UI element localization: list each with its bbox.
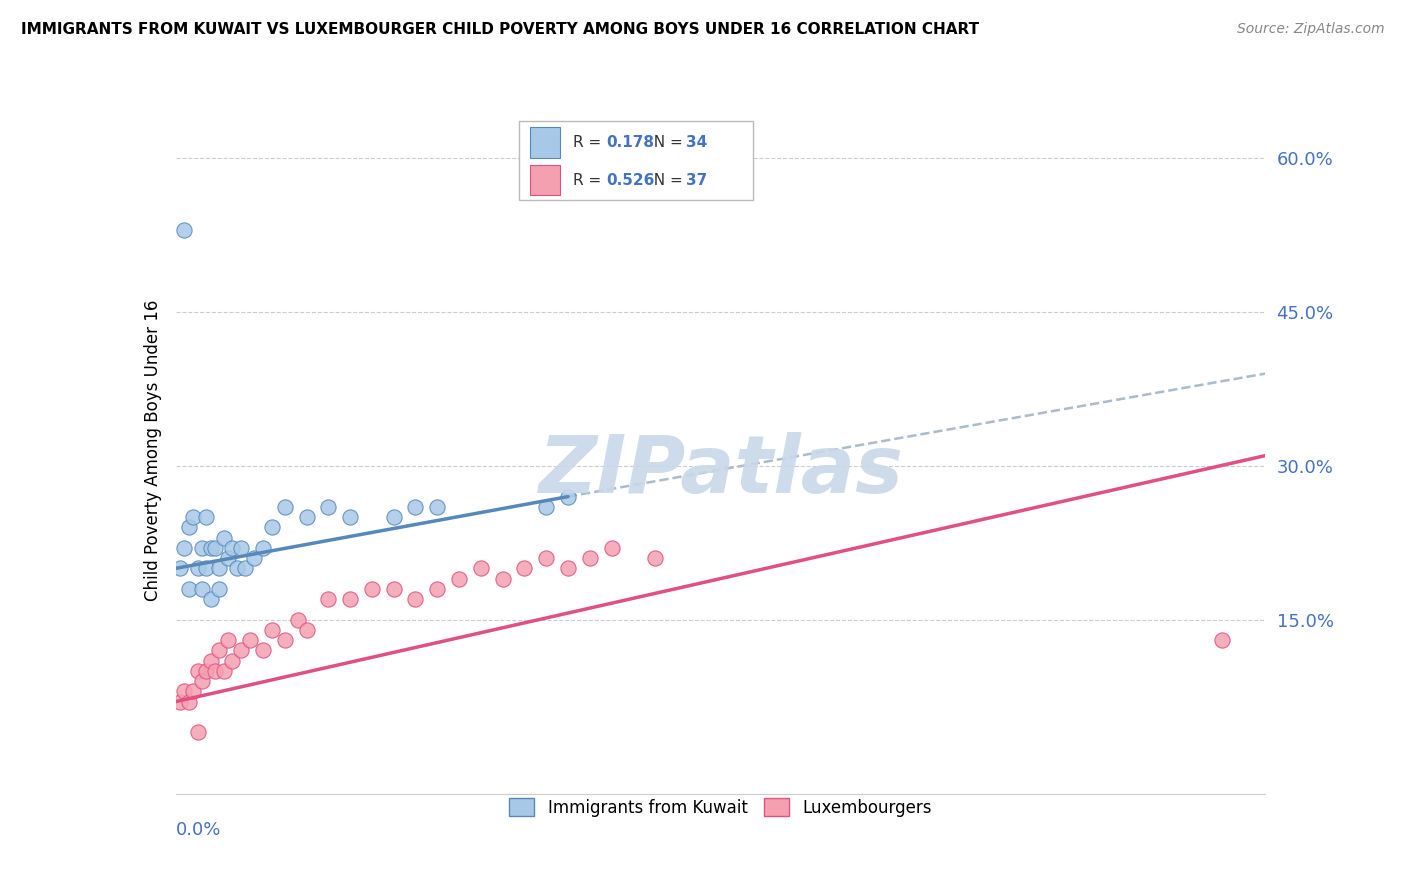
Legend: Immigrants from Kuwait, Luxembourgers: Immigrants from Kuwait, Luxembourgers: [502, 792, 939, 823]
Point: [191, 582, 214, 596]
Point: [534, 551, 557, 566]
Point: [186, 725, 209, 739]
Text: 0.0%: 0.0%: [176, 822, 221, 839]
Point: [534, 500, 557, 514]
Point: [295, 623, 318, 637]
Point: [447, 572, 470, 586]
Point: [318, 500, 340, 514]
Point: [221, 541, 243, 555]
Point: [208, 643, 231, 657]
Point: [186, 664, 209, 678]
Point: [169, 695, 191, 709]
Point: [252, 541, 274, 555]
Point: [200, 654, 222, 668]
Point: [235, 561, 257, 575]
FancyBboxPatch shape: [530, 128, 561, 159]
Point: [195, 510, 218, 524]
Point: [579, 551, 602, 566]
Point: [557, 561, 579, 575]
Y-axis label: Child Poverty Among Boys Under 16: Child Poverty Among Boys Under 16: [143, 300, 162, 601]
Point: [252, 643, 274, 657]
Point: [212, 531, 235, 545]
Point: [600, 541, 623, 555]
Text: 37: 37: [686, 172, 707, 187]
Point: [360, 582, 382, 596]
Text: Source: ZipAtlas.com: Source: ZipAtlas.com: [1237, 22, 1385, 37]
Point: [644, 551, 666, 566]
Point: [231, 643, 253, 657]
Point: [274, 633, 297, 648]
Point: [243, 551, 266, 566]
Point: [405, 592, 427, 607]
Point: [212, 664, 235, 678]
Point: [382, 510, 405, 524]
Point: [274, 500, 297, 514]
Text: 0.526: 0.526: [606, 172, 655, 187]
Point: [204, 664, 226, 678]
Point: [177, 520, 200, 534]
Text: R =: R =: [574, 136, 606, 151]
Point: [339, 510, 361, 524]
Point: [260, 623, 283, 637]
Point: [177, 695, 200, 709]
Point: [1211, 633, 1233, 648]
Text: N =: N =: [644, 172, 688, 187]
Point: [287, 613, 309, 627]
Point: [200, 592, 222, 607]
Point: [191, 674, 214, 689]
Point: [339, 592, 361, 607]
FancyBboxPatch shape: [519, 120, 754, 200]
Point: [181, 510, 204, 524]
Point: [195, 664, 218, 678]
Point: [513, 561, 536, 575]
Point: [492, 572, 515, 586]
Point: [208, 582, 231, 596]
Point: [173, 223, 195, 237]
Point: [260, 520, 283, 534]
Text: ZIPatlas: ZIPatlas: [538, 432, 903, 510]
Text: 0.178: 0.178: [606, 136, 654, 151]
Text: 34: 34: [686, 136, 707, 151]
Point: [426, 582, 449, 596]
Point: [217, 551, 239, 566]
Point: [225, 561, 247, 575]
Point: [231, 541, 253, 555]
Point: [405, 500, 427, 514]
Point: [318, 592, 340, 607]
Point: [200, 541, 222, 555]
Point: [239, 633, 262, 648]
Point: [177, 582, 200, 596]
Point: [426, 500, 449, 514]
Point: [470, 561, 492, 575]
Point: [186, 561, 209, 575]
Point: [382, 582, 405, 596]
Text: IMMIGRANTS FROM KUWAIT VS LUXEMBOURGER CHILD POVERTY AMONG BOYS UNDER 16 CORRELA: IMMIGRANTS FROM KUWAIT VS LUXEMBOURGER C…: [21, 22, 979, 37]
Point: [169, 561, 191, 575]
FancyBboxPatch shape: [530, 164, 561, 195]
Point: [221, 654, 243, 668]
Text: R =: R =: [574, 172, 606, 187]
Point: [204, 541, 226, 555]
Point: [181, 684, 204, 698]
Point: [173, 541, 195, 555]
Point: [217, 633, 239, 648]
Point: [557, 490, 579, 504]
Point: [195, 561, 218, 575]
Point: [208, 561, 231, 575]
Text: N =: N =: [644, 136, 688, 151]
Point: [191, 541, 214, 555]
Point: [173, 684, 195, 698]
Point: [295, 510, 318, 524]
